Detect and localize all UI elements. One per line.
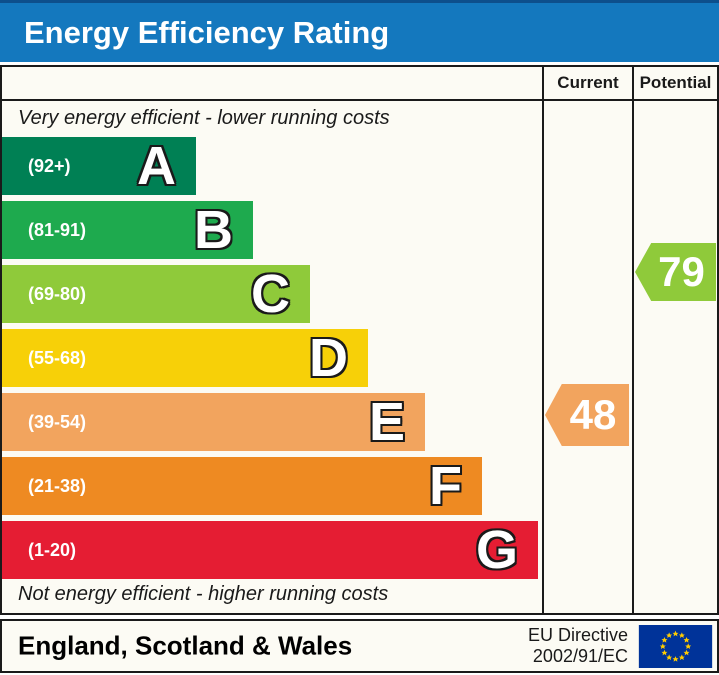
band-letter: G <box>475 520 518 580</box>
band-range: (69-80) <box>28 283 87 304</box>
current-column-header: Current <box>557 73 619 92</box>
band-range: (39-54) <box>28 411 87 432</box>
current-indicator: 48 <box>545 384 629 446</box>
band-f: (21-38) F <box>2 457 482 515</box>
title-bar: Energy Efficiency Rating <box>0 0 719 62</box>
caption-very-efficient: Very energy efficient - lower running co… <box>18 107 390 129</box>
band-a: (92+) A <box>2 137 196 195</box>
band-c: (69-80) C <box>2 265 310 323</box>
band-range: (21-38) <box>28 475 87 496</box>
eu-directive-label: EU Directive 2002/91/EC <box>528 625 628 667</box>
band-range: (81-91) <box>28 219 87 240</box>
current-rating-value: 48 <box>569 391 617 438</box>
potential-rating-value: 79 <box>658 248 705 295</box>
footer: England, Scotland & Wales EU Directive 2… <box>0 619 719 673</box>
region-label: England, Scotland & Wales <box>18 630 353 661</box>
band-e: (39-54) E <box>2 393 425 451</box>
caption-not-efficient: Not energy efficient - higher running co… <box>18 583 389 605</box>
current-column-divider <box>542 67 544 613</box>
rating-chart: Current Potential Very energy efficient … <box>0 65 719 615</box>
band-g: (1-20) G <box>2 521 538 579</box>
potential-column-divider <box>632 67 634 613</box>
band-d: (55-68) D <box>2 329 368 387</box>
eu-directive-line2: 2002/91/EC <box>532 646 628 666</box>
band-range: (92+) <box>28 155 71 176</box>
column-header-divider <box>2 99 717 101</box>
eu-flag-icon <box>638 625 713 668</box>
band-letter: A <box>137 136 176 196</box>
chart-area: Current Potential Very energy efficient … <box>2 67 717 613</box>
band-letter: E <box>368 392 405 452</box>
band-letter: F <box>429 456 462 516</box>
potential-column-header: Potential <box>639 73 712 92</box>
band-letter: D <box>309 328 348 388</box>
eu-directive-line1: EU Directive <box>527 625 628 645</box>
potential-indicator: 79 <box>635 243 716 301</box>
band-b: (81-91) B <box>2 201 253 259</box>
band-letter: C <box>251 264 290 324</box>
page-title: Energy Efficiency Rating <box>24 14 390 50</box>
band-letter: B <box>194 200 233 260</box>
band-range: (1-20) <box>28 539 77 560</box>
band-range: (55-68) <box>28 347 87 368</box>
